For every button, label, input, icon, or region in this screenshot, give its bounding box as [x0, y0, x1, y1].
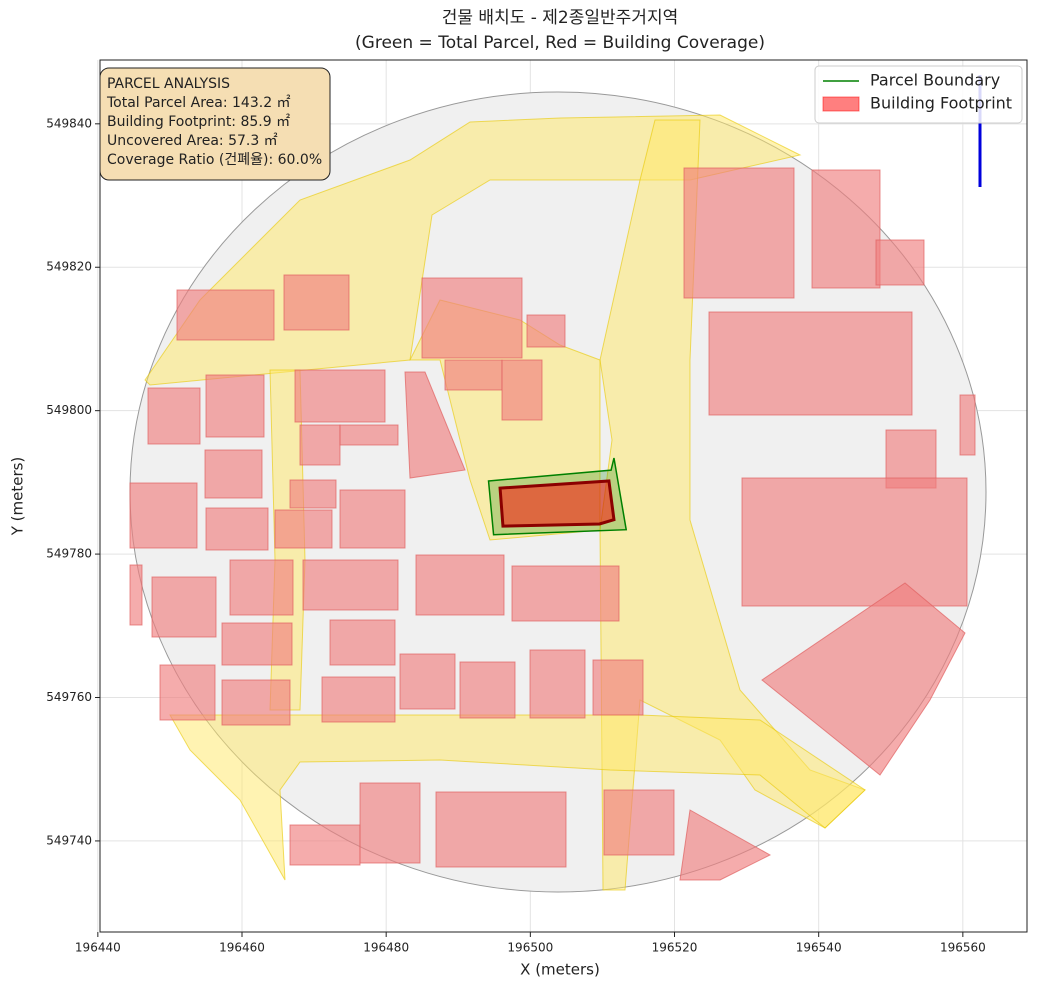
x-tick-label: 196440	[75, 941, 121, 955]
annotation-line: Building Footprint: 85.9 ㎡	[107, 114, 290, 130]
x-tick-label: 196560	[940, 941, 986, 955]
annotation-line: Uncovered Area: 57.3 ㎡	[107, 133, 278, 149]
y-axis-label: Y (meters)	[9, 457, 27, 537]
annotation-title: PARCEL ANALYSIS	[107, 76, 230, 92]
annotation-line: Coverage Ratio (건폐율): 60.0%	[107, 152, 322, 168]
x-tick-label: 196480	[363, 941, 409, 955]
x-axis-label: X (meters)	[520, 961, 600, 979]
legend-label: Building Footprint	[870, 94, 1012, 113]
chart-title: 건물 배치도 - 제2종일반주거지역	[442, 8, 678, 28]
annotation-box: PARCEL ANALYSIS Total Parcel Area: 143.2…	[99, 67, 331, 181]
x-tick-label: 196500	[507, 941, 553, 955]
chart-subtitle: (Green = Total Parcel, Red = Building Co…	[355, 33, 765, 53]
legend-background	[814, 65, 1023, 124]
legend-label: Parcel Boundary	[870, 71, 1000, 90]
y-tick-label: 549740	[46, 833, 92, 847]
y-tick-label: 549800	[46, 403, 92, 417]
annotation-background	[99, 67, 331, 181]
annotation-line: Total Parcel Area: 143.2 ㎡	[106, 95, 291, 111]
y-tick-label: 549820	[46, 260, 92, 274]
buildings	[129, 167, 976, 881]
legend-marker	[822, 96, 860, 112]
building-footprint	[498, 479, 616, 528]
x-tick-label: 196520	[652, 941, 698, 955]
plot-frame	[99, 59, 1028, 933]
y-tick-label: 549840	[46, 116, 92, 130]
road	[169, 714, 866, 881]
x-tick-label: 196460	[219, 941, 265, 955]
x-tick-label: 196540	[796, 941, 842, 955]
y-tick-label: 549760	[46, 690, 92, 704]
y-tick-label: 549780	[46, 547, 92, 561]
